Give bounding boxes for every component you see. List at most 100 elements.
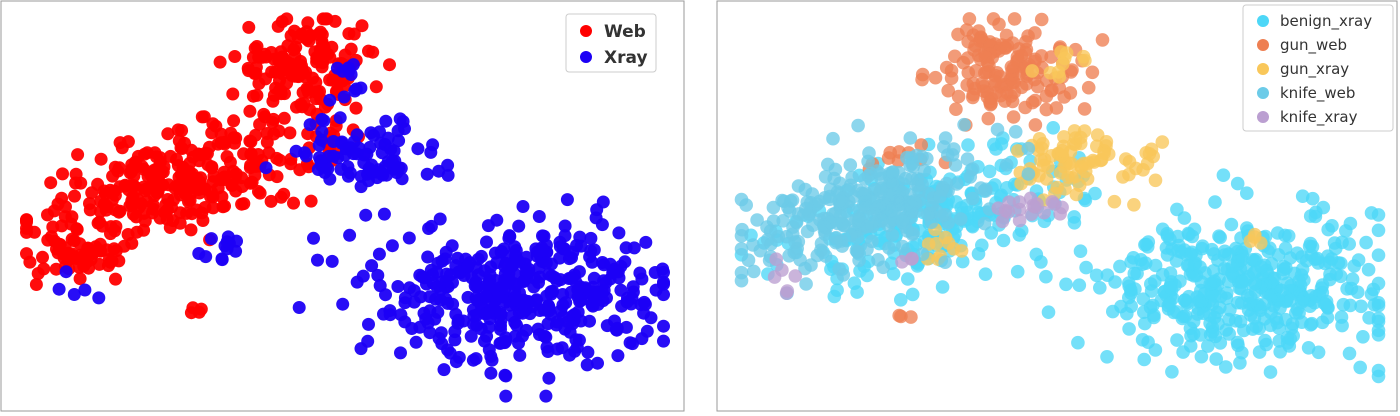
point-xray bbox=[391, 280, 405, 293]
point-web bbox=[126, 207, 140, 221]
point-xray bbox=[595, 285, 609, 298]
point-benign-xray bbox=[1120, 306, 1134, 321]
point-web bbox=[268, 65, 282, 79]
point-web bbox=[107, 242, 121, 256]
point-gun-xray bbox=[1127, 198, 1141, 212]
point-xray bbox=[92, 291, 106, 305]
point-xray bbox=[497, 242, 511, 256]
point-gun-web bbox=[948, 49, 962, 64]
point-benign-xray bbox=[1247, 311, 1262, 325]
point-web bbox=[287, 24, 301, 38]
point-web bbox=[112, 161, 126, 175]
point-benign-xray bbox=[1359, 235, 1373, 250]
legend-marker-knife-web bbox=[1257, 87, 1269, 99]
point-xray bbox=[553, 235, 567, 249]
point-xray bbox=[298, 146, 312, 160]
point-xray bbox=[392, 161, 406, 175]
point-benign-xray bbox=[1039, 269, 1053, 284]
point-benign-xray bbox=[1160, 248, 1175, 262]
point-web bbox=[84, 253, 98, 266]
point-web bbox=[23, 255, 37, 269]
point-benign-xray bbox=[1276, 259, 1291, 274]
point-xray bbox=[556, 298, 570, 312]
point-web bbox=[109, 272, 122, 286]
point-web bbox=[94, 194, 108, 208]
point-web bbox=[163, 221, 177, 234]
point-xray bbox=[424, 219, 438, 233]
point-knife-web bbox=[858, 172, 872, 186]
point-knife-web bbox=[965, 162, 980, 176]
point-knife-web bbox=[883, 174, 897, 189]
point-web bbox=[150, 186, 164, 200]
point-knife-xray bbox=[1001, 205, 1016, 219]
point-gun-web bbox=[1085, 65, 1100, 80]
point-xray bbox=[549, 318, 563, 332]
point-knife-web bbox=[806, 218, 820, 232]
point-web bbox=[213, 55, 227, 69]
point-xray bbox=[346, 58, 360, 72]
point-benign-xray bbox=[1320, 310, 1335, 325]
point-knife-web bbox=[818, 249, 833, 263]
point-benign-xray bbox=[1088, 186, 1102, 201]
point-knife-web bbox=[903, 131, 918, 145]
point-benign-xray bbox=[1230, 176, 1245, 191]
point-benign-xray bbox=[827, 289, 842, 304]
point-benign-xray bbox=[1213, 230, 1227, 245]
point-knife-web bbox=[865, 234, 879, 249]
point-benign-xray bbox=[1329, 267, 1344, 281]
point-xray bbox=[384, 142, 398, 156]
point-web bbox=[68, 189, 81, 203]
point-xray bbox=[542, 299, 555, 313]
legend-marker-gun-xray bbox=[1257, 63, 1269, 75]
point-knife-web bbox=[885, 228, 900, 242]
point-web bbox=[104, 255, 117, 269]
legend-box bbox=[1242, 4, 1394, 132]
point-gun-web bbox=[939, 60, 954, 75]
point-web bbox=[290, 100, 303, 114]
point-xray bbox=[541, 345, 555, 358]
point-knife-web bbox=[882, 241, 896, 255]
point-web bbox=[257, 107, 271, 121]
point-benign-xray bbox=[1079, 260, 1093, 275]
point-benign-xray bbox=[1327, 236, 1342, 250]
point-xray bbox=[621, 291, 634, 305]
point-xray bbox=[536, 244, 550, 258]
point-benign-xray bbox=[1295, 262, 1310, 277]
point-xray bbox=[441, 168, 455, 182]
point-knife-web bbox=[785, 193, 800, 207]
point-xray bbox=[434, 326, 448, 340]
point-gun-xray bbox=[1032, 132, 1047, 146]
point-xray bbox=[494, 322, 507, 336]
point-web bbox=[94, 152, 108, 166]
point-web bbox=[215, 190, 229, 204]
point-web bbox=[104, 220, 118, 234]
point-benign-xray bbox=[1344, 281, 1359, 296]
point-benign-xray bbox=[1160, 226, 1174, 241]
point-web bbox=[287, 43, 301, 57]
point-benign-xray bbox=[1219, 360, 1233, 374]
point-xray bbox=[362, 162, 376, 176]
point-web bbox=[311, 28, 325, 42]
point-benign-xray bbox=[1361, 262, 1376, 277]
point-web bbox=[170, 153, 183, 166]
point-xray bbox=[323, 93, 337, 107]
left-points-layer bbox=[20, 12, 670, 403]
point-knife-xray bbox=[905, 251, 919, 266]
point-benign-xray bbox=[1193, 260, 1207, 274]
point-web bbox=[260, 135, 274, 149]
point-xray bbox=[612, 226, 626, 240]
legend-label-gun-web: gun_web bbox=[1280, 36, 1347, 55]
point-xray bbox=[464, 329, 478, 343]
point-xray bbox=[317, 114, 331, 128]
point-web bbox=[198, 201, 212, 214]
point-web bbox=[73, 272, 87, 286]
point-xray bbox=[318, 166, 332, 179]
point-xray bbox=[372, 163, 386, 177]
point-benign-xray bbox=[1148, 258, 1163, 273]
point-xray bbox=[564, 271, 578, 285]
point-xray bbox=[431, 256, 445, 270]
point-knife-xray bbox=[788, 269, 803, 283]
point-knife-web bbox=[814, 236, 829, 251]
point-gun-xray bbox=[1129, 161, 1143, 176]
point-gun-web bbox=[883, 145, 897, 160]
